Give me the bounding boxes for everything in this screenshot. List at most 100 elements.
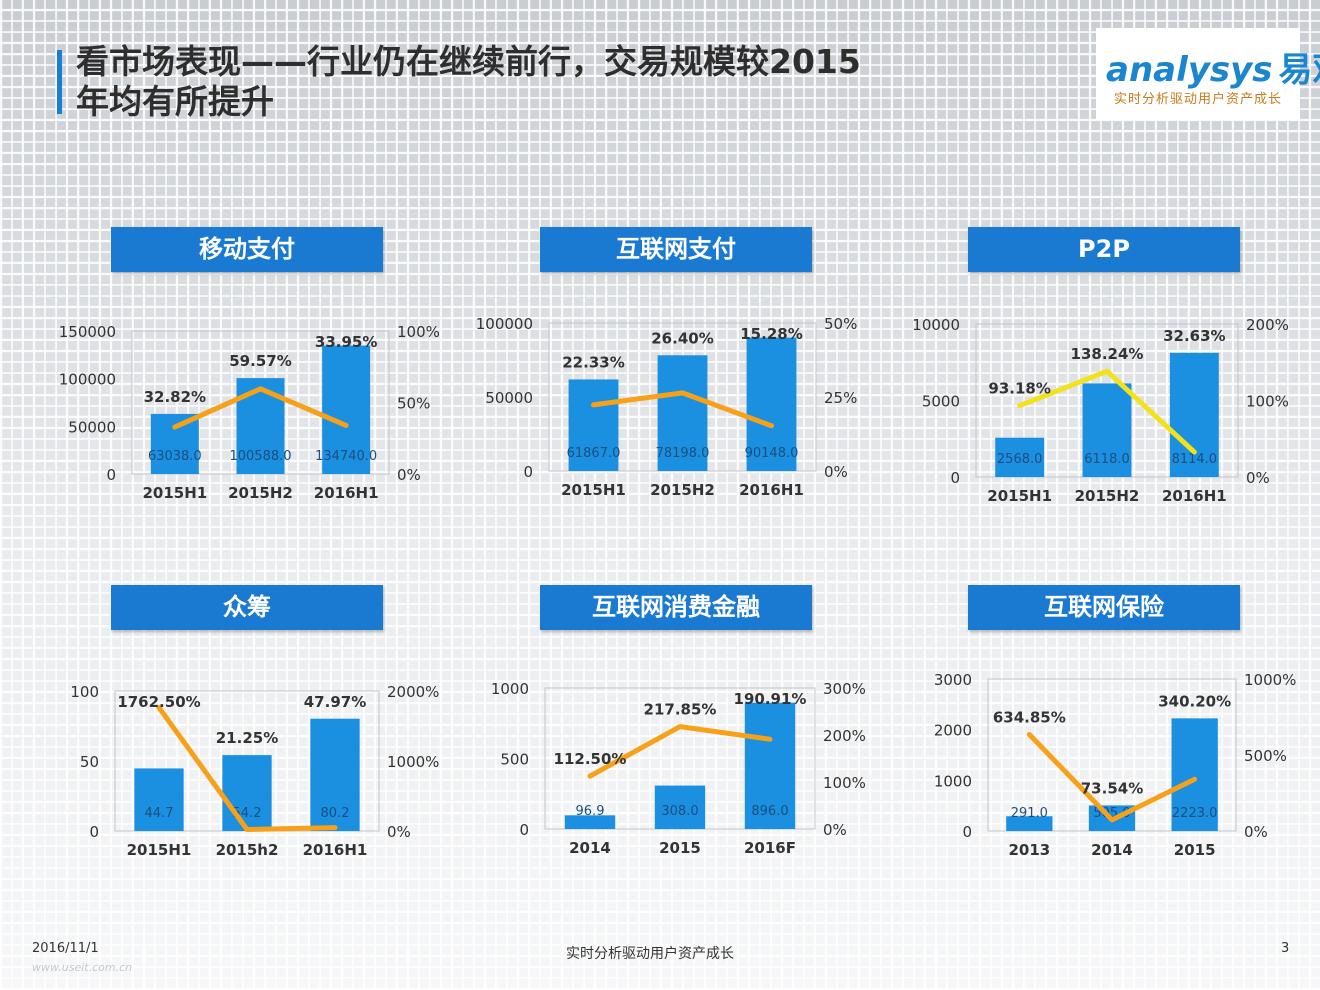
y2-tick-label: 0% (1246, 469, 1270, 487)
x-tick-label: 2015H2 (228, 484, 293, 502)
x-tick-label: 2015H1 (561, 481, 626, 499)
y2-tick-label: 0% (824, 463, 848, 481)
y2-tick-label: 0% (823, 821, 847, 839)
x-tick-label: 2015H1 (142, 484, 207, 502)
y2-tick-label: 300% (823, 680, 866, 698)
y-tick-label: 3000 (934, 671, 972, 689)
x-tick-label: 2014 (1091, 841, 1133, 859)
y-tick-label: 100 (70, 683, 99, 701)
y2-tick-label: 25% (824, 389, 857, 407)
y-tick-label: 50 (80, 753, 99, 771)
panel-title-consumer-finance: 互联网消费金融 (540, 585, 812, 630)
panel-title-mobile-payment: 移动支付 (111, 227, 383, 272)
y2-tick-label: 100% (1246, 393, 1289, 411)
panel-title-p2p: P2P (968, 227, 1240, 272)
line-value-label: 1762.50% (117, 693, 200, 711)
line-value-label: 73.54% (1081, 779, 1143, 797)
y-tick-label: 1000 (491, 680, 529, 698)
x-tick-label: 2014 (569, 839, 611, 857)
bar-value-label: 2223.0 (1172, 806, 1218, 821)
bar (657, 355, 708, 471)
x-tick-label: 2015H1 (987, 487, 1052, 505)
logo-name-latin: analysys (1106, 50, 1273, 90)
x-tick-label: 2013 (1008, 841, 1050, 859)
y2-tick-label: 50% (397, 395, 430, 413)
y2-tick-label: 0% (397, 466, 421, 484)
logo-name-cn: 易观 (1278, 50, 1320, 90)
y-tick-label: 10000 (912, 316, 960, 334)
bar (1169, 352, 1219, 477)
line-value-label: 32.63% (1163, 327, 1225, 345)
logo: analysys易观 实时分析驱动用户资产成长 (1096, 28, 1320, 120)
y-tick-label: 50000 (68, 418, 116, 436)
line-value-label: 59.57% (229, 352, 291, 370)
footer-slogan: 实时分析驱动用户资产成长 (566, 946, 734, 962)
line-value-label: 21.25% (216, 729, 278, 747)
line-value-label: 190.91% (734, 690, 807, 708)
line-value-label: 26.40% (651, 329, 713, 347)
x-tick-label: 2016H1 (303, 841, 368, 859)
bar-value-label: 8114.0 (1172, 452, 1218, 467)
growth-line (591, 390, 774, 429)
bar (654, 785, 706, 829)
bar (744, 702, 796, 829)
y-tick-label: 5000 (922, 393, 960, 411)
page-title: 看市场表现——行业仍在继续前行，交易规模较2015年均有所提升 (76, 42, 861, 121)
bar-value-label: 80.2 (321, 806, 350, 821)
line-value-label: 15.28% (740, 325, 802, 343)
y-tick-label: 100000 (59, 371, 116, 389)
y2-tick-label: 0% (1244, 823, 1268, 841)
bar (1082, 383, 1132, 477)
bar (746, 337, 797, 471)
line-value-label: 112.50% (554, 750, 627, 768)
y-tick-label: 1000 (934, 772, 972, 790)
bar-value-label: 134740.0 (315, 449, 377, 464)
x-tick-label: 2016H1 (739, 481, 804, 499)
x-tick-label: 2015H1 (127, 841, 192, 859)
line-value-label: 217.85% (644, 701, 717, 719)
panel-title-internet-insurance: 互联网保险 (968, 585, 1240, 630)
line-value-label: 32.82% (144, 388, 206, 406)
y-tick-label: 100000 (476, 315, 533, 333)
growth-line (1017, 368, 1197, 455)
y-tick-label: 150000 (59, 323, 116, 341)
bar-value-label: 2568.0 (997, 452, 1043, 467)
bar (322, 345, 371, 474)
bar-value-label: 44.7 (145, 806, 174, 821)
y-tick-label: 0 (106, 466, 116, 484)
y2-tick-label: 0% (387, 823, 411, 841)
x-tick-label: 2015 (1174, 841, 1216, 859)
y-tick-label: 0 (962, 823, 972, 841)
x-tick-label: 2016H1 (314, 484, 379, 502)
x-tick-label: 2016F (744, 839, 796, 857)
x-tick-label: 2015h2 (216, 841, 279, 859)
bar-value-label: 63038.0 (148, 449, 202, 464)
panel-title-internet-payment: 互联网支付 (540, 227, 812, 272)
y-tick-label: 0 (519, 821, 529, 839)
y2-tick-label: 500% (1244, 747, 1287, 765)
bar (568, 379, 619, 471)
growth-line (587, 724, 773, 779)
line-value-label: 93.18% (988, 380, 1050, 398)
y-tick-label: 2000 (934, 722, 972, 740)
y2-tick-label: 100% (397, 323, 440, 341)
x-tick-label: 2015H2 (650, 481, 715, 499)
bar (150, 413, 199, 474)
page-number: 3 (1281, 941, 1290, 956)
line-value-label: 47.97% (304, 693, 366, 711)
line-value-label: 22.33% (562, 353, 624, 371)
y-tick-label: 0 (523, 463, 533, 481)
footer-date: 2016/11/1 (32, 941, 99, 956)
bar (1171, 718, 1218, 831)
line-value-label: 634.85% (993, 709, 1066, 727)
y2-tick-label: 1000% (387, 753, 439, 771)
y2-tick-label: 50% (824, 315, 857, 333)
x-tick-label: 2016H1 (1162, 487, 1227, 505)
bar-value-label: 6118.0 (1084, 452, 1130, 467)
